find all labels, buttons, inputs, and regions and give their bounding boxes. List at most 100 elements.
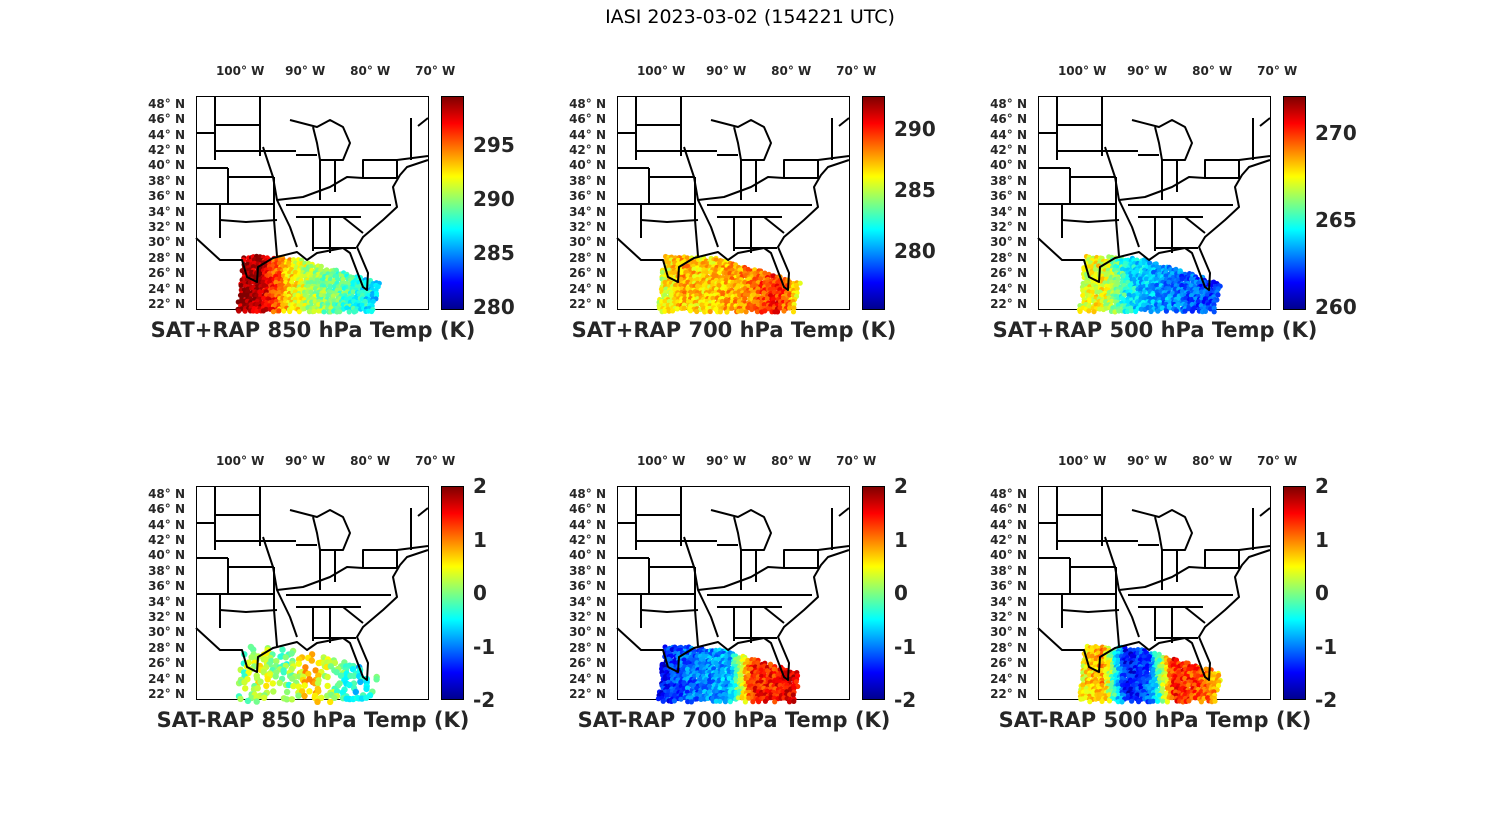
observation-point xyxy=(793,679,799,685)
observation-point xyxy=(694,696,700,702)
observation-point xyxy=(1150,698,1156,704)
latitude-tick-label: 22° N xyxy=(990,297,1027,311)
colorbar xyxy=(862,486,885,700)
observation-point xyxy=(713,273,719,279)
observation-point xyxy=(784,685,790,691)
observation-point xyxy=(1115,276,1121,282)
latitude-tick-label: 26° N xyxy=(148,266,185,281)
observation-point xyxy=(1087,699,1093,705)
latitude-tick-label: 44° N xyxy=(148,517,185,532)
observation-point xyxy=(264,676,271,683)
observation-point xyxy=(301,692,308,700)
boundary-line xyxy=(262,146,298,248)
map-panel: 100° W 90° W 80° W 70° W 48° N 46° N 44° N 42° … xyxy=(135,450,535,750)
observation-point xyxy=(791,685,797,691)
state-boundaries xyxy=(195,486,429,681)
observation-point xyxy=(1202,308,1208,314)
latitude-tick-label: 38° N xyxy=(148,173,185,188)
observation-point xyxy=(684,685,691,691)
boundary-line xyxy=(1204,549,1240,569)
observation-point xyxy=(1087,672,1093,678)
observation-point xyxy=(1216,672,1222,678)
observation-point xyxy=(263,682,270,690)
boundary-line xyxy=(640,219,699,223)
colorbar-tick-label: 2 xyxy=(894,474,908,498)
observation-point xyxy=(312,667,319,674)
observation-swath xyxy=(655,644,801,705)
latitude-tick-label: 40° N xyxy=(990,158,1027,173)
colorbar-tick-label: 280 xyxy=(473,294,515,319)
observation-point xyxy=(363,694,370,701)
latitude-tick-label: 38° N xyxy=(148,563,185,578)
observation-point xyxy=(1159,305,1165,311)
observation-point xyxy=(353,308,359,314)
boundary-line xyxy=(219,609,278,613)
observation-point xyxy=(697,267,703,273)
colorbar-tick-label: 295 xyxy=(473,132,515,157)
latitude-tick-label: 28° N xyxy=(569,250,606,265)
map-canvas xyxy=(616,96,850,315)
observation-point xyxy=(373,676,380,683)
observation-point xyxy=(1160,682,1166,688)
observation-point xyxy=(306,688,313,695)
observation-point xyxy=(1164,699,1170,705)
boundary-line xyxy=(362,549,398,569)
observation-point xyxy=(1115,699,1121,705)
boundary-line xyxy=(289,509,351,551)
observation-point xyxy=(1186,698,1192,704)
observation-point xyxy=(717,698,723,704)
panel-title: SAT-RAP 500 hPa Temp (K) xyxy=(998,708,1312,732)
map-axes xyxy=(616,96,850,315)
colorbar-tick-label: 0 xyxy=(1315,581,1329,605)
latitude-tick-label: 38° N xyxy=(569,563,606,578)
observation-point xyxy=(1169,695,1175,701)
observation-point xyxy=(346,309,352,315)
map-panel: 100° W 90° W 80° W 70° W 48° N 46° N 44° N 42° … xyxy=(556,450,956,750)
observation-point xyxy=(276,679,283,687)
observation-point xyxy=(350,280,356,286)
observation-point xyxy=(1154,282,1160,288)
latitude-tick-label: 40° N xyxy=(990,548,1027,563)
observation-point xyxy=(1135,647,1141,653)
observation-point xyxy=(369,308,375,315)
latitude-tick-label: 32° N xyxy=(569,220,606,234)
boundary-line xyxy=(396,155,429,161)
observation-point xyxy=(717,309,723,315)
latitude-tick-label: 22° N xyxy=(569,297,606,311)
observation-swath xyxy=(235,643,380,706)
observation-point xyxy=(1115,289,1121,295)
panel-title: SAT-RAP 700 hPa Temp (K) xyxy=(577,708,891,732)
boundary-line xyxy=(289,119,351,161)
colorbar-tick-label: 290 xyxy=(473,186,515,211)
observation-point xyxy=(318,694,325,701)
observation-point xyxy=(283,688,291,696)
boundary-line xyxy=(276,566,364,591)
latitude-tick-label: 36° N xyxy=(569,189,606,204)
observation-point xyxy=(1089,270,1095,276)
observation-point xyxy=(770,296,777,302)
boundary-line xyxy=(710,509,772,551)
boundary-line xyxy=(1115,219,1120,257)
observation-point xyxy=(288,696,296,703)
longitude-tick-label: 90° W xyxy=(706,64,747,78)
colorbar-tick-label: 1 xyxy=(1315,527,1329,552)
longitude-tick-label: 90° W xyxy=(285,454,326,468)
longitude-tick-label: 80° W xyxy=(771,454,812,468)
latitude-tick-label: 46° N xyxy=(569,502,606,517)
observation-point xyxy=(302,664,309,671)
latitude-tick-label: 46° N xyxy=(569,112,606,127)
longitude-tick-label: 80° W xyxy=(1192,454,1233,468)
observation-point xyxy=(1092,266,1098,272)
observation-point xyxy=(1196,692,1202,698)
observation-point xyxy=(694,685,700,691)
observation-point xyxy=(738,308,744,314)
observation-point xyxy=(287,308,293,315)
latitude-tick-label: 48° N xyxy=(990,96,1027,111)
observation-point xyxy=(253,698,260,705)
observation-point xyxy=(1188,293,1195,299)
boundary-line xyxy=(1184,606,1206,624)
boundary-line xyxy=(1259,507,1271,517)
observation-point xyxy=(761,302,767,308)
boundary-line xyxy=(195,549,429,681)
observation-point xyxy=(694,692,700,698)
